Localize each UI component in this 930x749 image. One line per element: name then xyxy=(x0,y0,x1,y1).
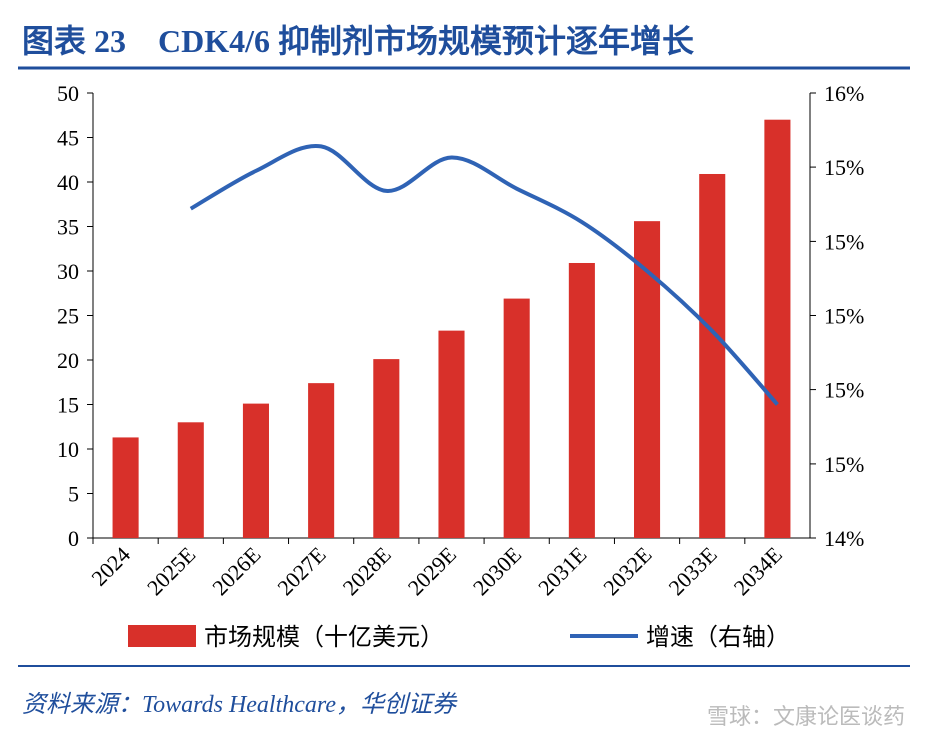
bar xyxy=(568,262,595,538)
line xyxy=(189,144,779,406)
x-tick-label: 2026E xyxy=(207,542,265,600)
y2-tick-label: 15% xyxy=(824,378,864,403)
x-tick-label: 2030E xyxy=(468,542,526,600)
bar xyxy=(634,221,661,538)
bar xyxy=(177,422,204,538)
y2-tick-label: 16% xyxy=(824,81,864,106)
watermark: 雪球：文康论医谈药 xyxy=(707,705,905,730)
bar xyxy=(308,383,335,538)
y-tick-label: 0 xyxy=(68,526,79,551)
x-tick-label: 2027E xyxy=(272,542,330,600)
x-tick-label: 2032E xyxy=(598,542,656,600)
source: 资料来源：Towards Healthcare，华创证券 xyxy=(22,691,458,718)
y2-tick-label: 15% xyxy=(824,155,864,180)
y-tick-label: 50 xyxy=(57,81,79,106)
y-tick-label: 35 xyxy=(57,215,79,240)
legend-label: 增速（右轴） xyxy=(646,623,790,651)
bar xyxy=(112,437,139,538)
bar xyxy=(438,330,465,538)
y-tick-label: 20 xyxy=(57,348,79,373)
legend-label: 市场规模（十亿美元） xyxy=(204,623,444,651)
y2-tick-label: 14% xyxy=(824,526,864,551)
y-tick-label: 30 xyxy=(57,259,79,284)
y-tick-label: 5 xyxy=(68,482,79,507)
y-tick-label: 15 xyxy=(57,393,79,418)
y-tick-label: 10 xyxy=(57,437,79,462)
x-tick-label: 2028E xyxy=(338,542,396,600)
bar xyxy=(503,298,530,538)
x-tick-label: 2025E xyxy=(142,542,200,600)
y-tick-label: 25 xyxy=(57,304,79,329)
x-tick-label: 2024 xyxy=(86,542,135,591)
y-tick-label: 40 xyxy=(57,170,79,195)
x-tick-label: 2034E xyxy=(729,542,787,600)
x-tick-label: 2029E xyxy=(403,542,461,600)
x-tick-label: 2033E xyxy=(663,542,721,600)
y2-tick-label: 15% xyxy=(824,452,864,477)
chart-title: 图表 23 CDK4/6 抑制剂市场规模预计逐年增长 xyxy=(22,23,694,59)
bar xyxy=(373,359,400,538)
y2-tick-label: 15% xyxy=(824,304,864,329)
legend-swatch xyxy=(128,625,196,647)
x-tick-label: 2031E xyxy=(533,542,591,600)
bar xyxy=(699,173,726,539)
bar xyxy=(764,119,791,538)
y2-tick-label: 15% xyxy=(824,229,864,254)
y-tick-label: 45 xyxy=(57,126,79,151)
bar xyxy=(242,403,269,538)
